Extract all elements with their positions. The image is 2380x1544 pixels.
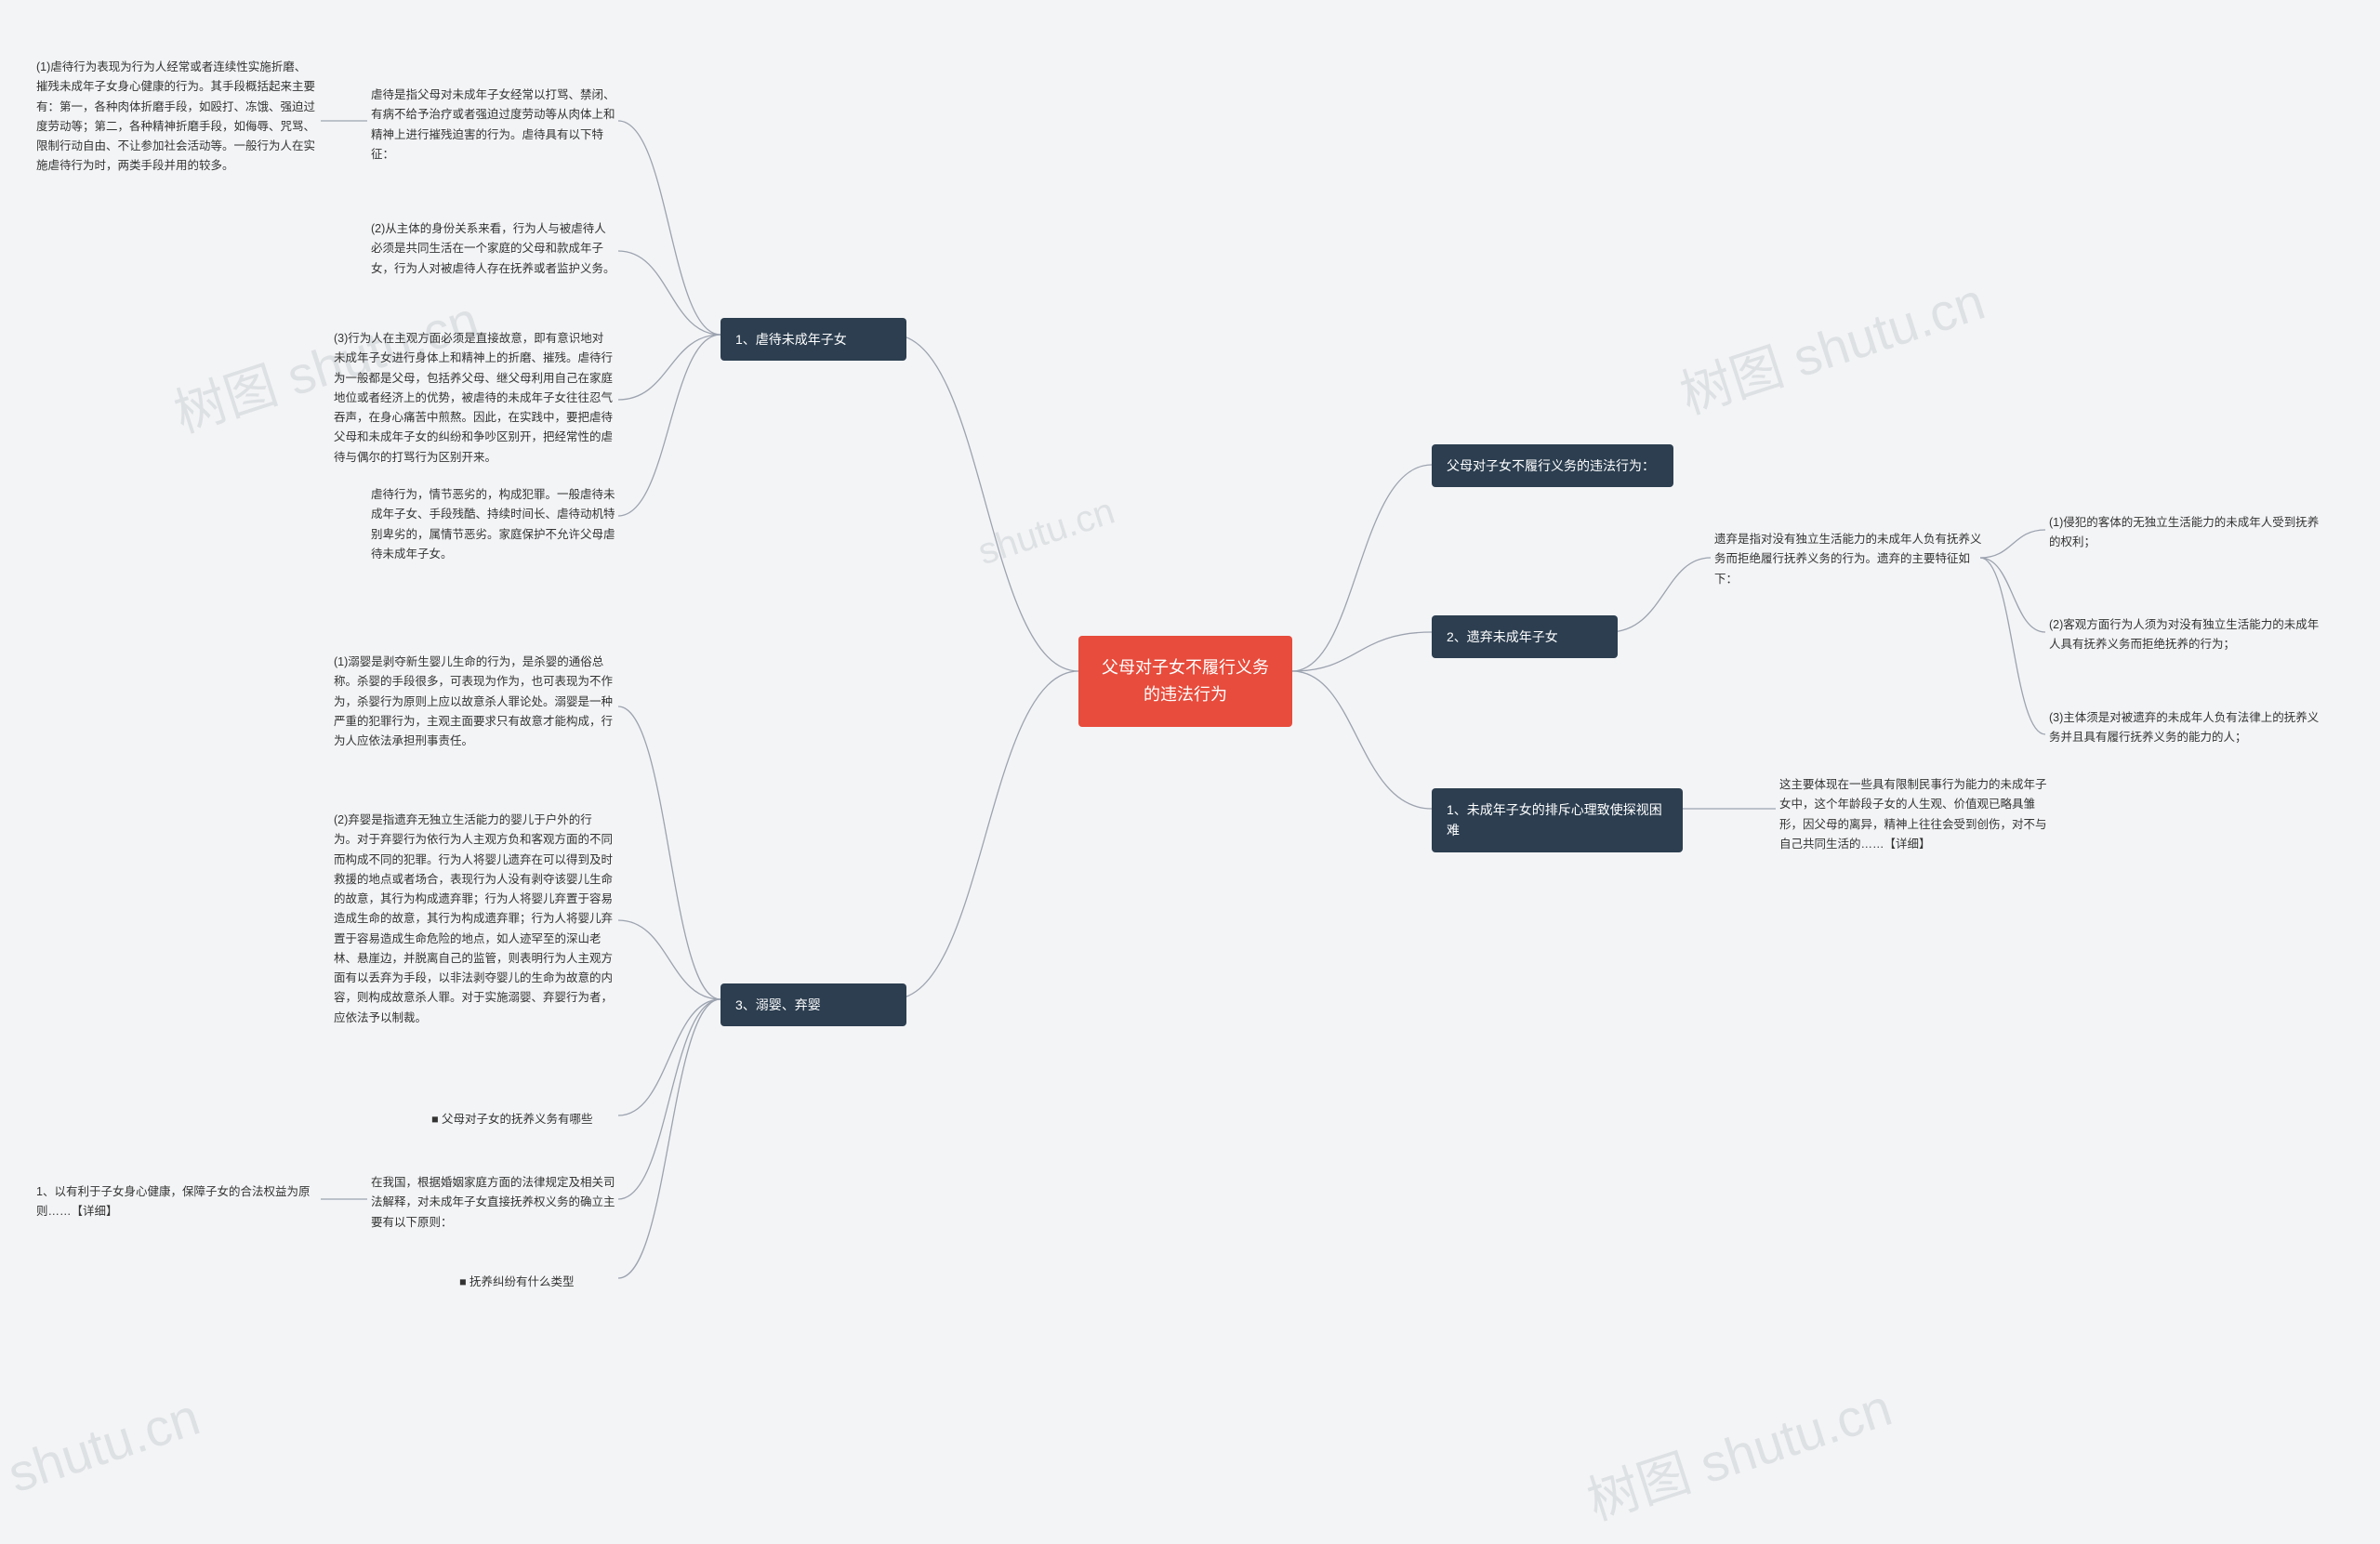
right-2-intro: 遗弃是指对没有独立生活能力的未成年人负有抚养义务而拒绝履行抚养义务的行为。遗弃的… bbox=[1711, 526, 1990, 593]
right-category-1: 1、未成年子女的排斥心理致使探视困难 bbox=[1432, 788, 1683, 852]
left-1-p2: (2)从主体的身份关系来看，行为人与被虐待人必须是共同生活在一个家庭的父母和款成… bbox=[367, 216, 620, 283]
left-3-p3-intro: 在我国，根据婚姻家庭方面的法律规定及相关司法解释，对未成年子女直接抚养权义务的确… bbox=[367, 1169, 620, 1236]
watermark: 树图 shutu.cn bbox=[1577, 1366, 1900, 1536]
right-2-p1: (1)侵犯的客体的无独立生活能力的未成年人受到抚养的权利； bbox=[2045, 509, 2324, 557]
left-1-p4: 虐待行为，情节恶劣的，构成犯罪。一般虐待未成年子女、手段残酷、持续时间长、虐待动… bbox=[367, 482, 620, 568]
left-category-1: 1、虐待未成年子女 bbox=[721, 318, 906, 361]
left-category-3: 3、溺婴、弃婴 bbox=[721, 983, 906, 1026]
right-2-p2: (2)客观方面行为人须为对没有独立生活能力的未成年人具有抚养义务而拒绝抚养的行为… bbox=[2045, 612, 2324, 659]
watermark: shutu.cn bbox=[973, 491, 1120, 574]
right-2-p3: (3)主体须是对被遗弃的未成年人负有法律上的抚养义务并且具有履行抚养义务的能力的… bbox=[2045, 705, 2324, 752]
left-1-p3: (3)行为人在主观方面必须是直接故意，即有意识地对未成年子女进行身体上和精神上的… bbox=[330, 325, 618, 471]
left-3-p3-leaf: 1、以有利于子女身心健康，保障子女的合法权益为原则……【详细】 bbox=[33, 1179, 321, 1226]
center-title: 父母对子女不履行义务的违法行为 bbox=[1102, 658, 1269, 704]
left-1-intro: 虐待是指父母对未成年子女经常以打骂、禁闭、有病不给予治疗或者强迫过度劳动等从肉体… bbox=[367, 82, 620, 168]
left-3-p1: (1)溺婴是剥夺新生婴儿生命的行为，是杀婴的通俗总称。杀婴的手段很多，可表现为作… bbox=[330, 649, 618, 755]
left-3-bullet-2: ■ 抚养纠纷有什么类型 bbox=[456, 1269, 623, 1296]
left-1-p1: (1)虐待行为表现为行为人经常或者连续性实施折磨、摧残未成年子女身心健康的行为。… bbox=[33, 54, 321, 180]
right-header: 父母对子女不履行义务的违法行为： bbox=[1432, 444, 1673, 487]
watermark: 树图 shutu.cn bbox=[0, 1376, 207, 1544]
watermark: 树图 shutu.cn bbox=[1670, 260, 1993, 429]
left-3-bullet-1: ■ 父母对子女的抚养义务有哪些 bbox=[428, 1106, 623, 1133]
center-root: 父母对子女不履行义务的违法行为 bbox=[1078, 636, 1292, 727]
right-category-2: 2、遗弃未成年子女 bbox=[1432, 615, 1618, 658]
left-3-p2: (2)弃婴是指遗弃无独立生活能力的婴儿于户外的行为。对于弃婴行为依行为人主观方负… bbox=[330, 807, 618, 1032]
right-1-desc: 这主要体现在一些具有限制民事行为能力的未成年子女中，这个年龄段子女的人生观、价值… bbox=[1776, 772, 2055, 858]
